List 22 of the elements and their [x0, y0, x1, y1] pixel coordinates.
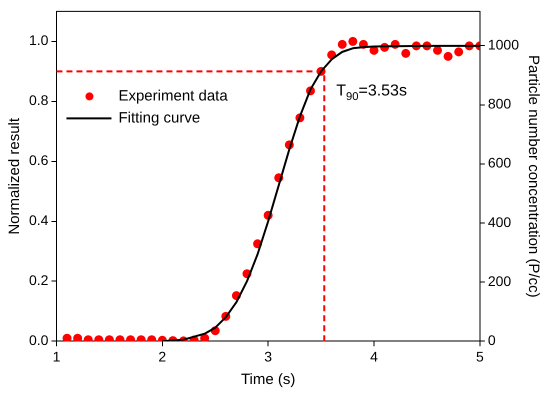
x-tick-label: 1: [52, 348, 61, 364]
x-axis-title: Time (s): [240, 371, 296, 388]
y-tick-label: 0.0: [28, 332, 49, 348]
y2-tick-label: 0: [488, 332, 496, 348]
legend-label: Fitting curve: [118, 110, 200, 127]
y-tick-label: 1.0: [28, 32, 49, 48]
y-tick-label: 0.2: [28, 272, 49, 288]
x-tick-label: 4: [370, 348, 378, 364]
y-tick-label: 0.4: [28, 212, 49, 228]
y2-tick-label: 800: [488, 96, 512, 112]
legend-label: Experiment data: [118, 88, 228, 105]
y2-tick-label: 200: [488, 272, 512, 289]
x-tick-label: 3: [264, 348, 272, 364]
x-tick-label: 2: [158, 348, 166, 364]
y-tick-label: 0.6: [28, 152, 49, 168]
y2-tick-label: 400: [488, 214, 512, 230]
y-axis-title: Normalized result: [6, 117, 24, 235]
y2-tick-label: 600: [488, 154, 512, 171]
y2-tick-label: 1000: [488, 36, 520, 53]
y2-axis-title: Particle number concentration (P/cc): [524, 54, 542, 298]
y-tick-label: 0.8: [28, 92, 49, 108]
x-tick-label: 5: [476, 348, 484, 364]
